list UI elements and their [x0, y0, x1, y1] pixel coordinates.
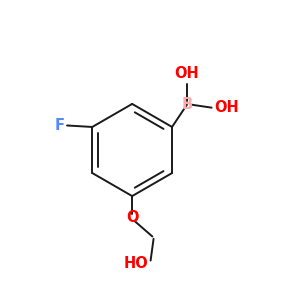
- Text: OH: OH: [175, 66, 199, 81]
- Text: OH: OH: [214, 100, 239, 115]
- Text: B: B: [182, 97, 193, 112]
- Text: O: O: [126, 210, 138, 225]
- Text: HO: HO: [123, 256, 148, 271]
- Text: F: F: [55, 118, 65, 133]
